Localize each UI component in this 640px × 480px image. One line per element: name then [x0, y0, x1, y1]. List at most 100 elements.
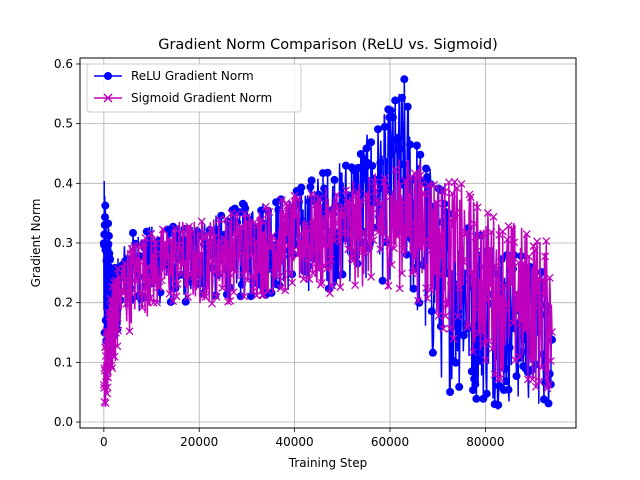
sigmoid-point [133, 275, 142, 284]
sigmoid-point [214, 215, 223, 224]
sigmoid-point [125, 327, 134, 336]
relu-point [399, 160, 408, 169]
sigmoid-point [295, 194, 303, 203]
sigmoid-point [472, 247, 481, 256]
sigmoid-point [522, 230, 531, 239]
sigmoid-point [266, 235, 275, 244]
y-tick-label: 0.5 [54, 117, 73, 131]
sigmoid-point [216, 268, 224, 277]
sigmoid-point [107, 361, 116, 370]
sigmoid-point [237, 223, 246, 232]
sigmoid-point [184, 293, 192, 301]
sigmoid-point [346, 230, 355, 239]
sigmoid-point [299, 275, 308, 284]
sigmoid-point [412, 239, 421, 248]
sigmoid-point [417, 180, 426, 189]
sigmoid-point [369, 236, 378, 245]
sigmoid-point [511, 356, 520, 365]
relu-point [387, 150, 396, 158]
sigmoid-point [448, 189, 457, 198]
sigmoid-point [126, 288, 135, 297]
sigmoid-point [260, 252, 269, 261]
sigmoid-point [353, 187, 362, 196]
sigmoid-point [398, 269, 406, 278]
relu-point [330, 175, 339, 184]
sigmoid-point [520, 326, 529, 335]
sigmoid-point [528, 375, 537, 384]
sigmoid-point [176, 246, 184, 255]
sigmoid-point [193, 268, 202, 277]
relu-point [101, 201, 110, 210]
sigmoid-point [392, 197, 401, 206]
sigmoid-point [195, 265, 204, 274]
sigmoid-point [230, 267, 239, 276]
relu-point [467, 367, 476, 376]
sigmoid-point [157, 276, 166, 285]
relu-point [104, 231, 113, 240]
sigmoid-point [479, 229, 488, 238]
sigmoid-point [156, 249, 165, 258]
sigmoid-point [370, 178, 379, 187]
x-tick-label: 40000 [276, 435, 314, 449]
relu-point [398, 93, 406, 102]
sigmoid-point [211, 267, 220, 276]
relu-point [475, 356, 484, 365]
sigmoid-point [438, 243, 447, 251]
sigmoid-point [246, 252, 255, 261]
relu-point [428, 348, 437, 357]
sigmoid-point [483, 209, 492, 217]
sigmoid-point [473, 203, 482, 212]
sigmoid-point [311, 246, 319, 255]
relu-point [101, 213, 109, 222]
sigmoid-point [240, 292, 249, 301]
sigmoid-point [113, 342, 122, 351]
sigmoid-point [232, 232, 241, 241]
sigmoid-point [519, 259, 528, 268]
sigmoid-point [114, 326, 123, 335]
relu-point [502, 377, 511, 386]
sigmoid-point [455, 283, 464, 292]
sigmoid-point [220, 234, 229, 243]
sigmoid-point [447, 216, 456, 225]
sigmoid-point [122, 299, 131, 308]
relu-point [106, 255, 114, 264]
sigmoid-point [110, 320, 119, 328]
sigmoid-point [401, 176, 410, 185]
sigmoid-point [518, 273, 527, 281]
sigmoid-point [357, 248, 366, 257]
legend-relu-label: ReLU Gradient Norm [131, 69, 254, 83]
sigmoid-point [344, 245, 353, 254]
sigmoid-point [383, 234, 392, 243]
sigmoid-point [440, 188, 449, 197]
sigmoid-point [416, 171, 425, 180]
sigmoid-point [482, 296, 491, 305]
relu-point [246, 292, 255, 301]
sigmoid-point [332, 190, 341, 199]
sigmoid-point [336, 283, 345, 292]
sigmoid-point [173, 280, 182, 288]
legend-sigmoid-label: Sigmoid Gradient Norm [131, 91, 272, 105]
sigmoid-point [454, 312, 463, 321]
sigmoid-point [164, 267, 173, 276]
sigmoid-point [139, 241, 148, 250]
sigmoid-point [340, 228, 349, 237]
sigmoid-point [177, 270, 186, 279]
chart-title: Gradient Norm Comparison (ReLU vs. Sigmo… [158, 37, 498, 53]
sigmoid-point [148, 279, 157, 288]
sigmoid-point [351, 281, 360, 290]
sigmoid-point [430, 180, 439, 189]
relu-point [512, 372, 521, 381]
sigmoid-point [261, 202, 270, 211]
sigmoid-point [451, 208, 460, 217]
x-tick-label: 0 [100, 435, 108, 449]
relu-point [394, 133, 403, 142]
relu-point [388, 113, 397, 122]
sigmoid-point [408, 269, 417, 278]
sigmoid-point [367, 272, 376, 281]
sigmoid-point [400, 245, 409, 254]
sigmoid-point [248, 272, 257, 281]
sigmoid-point [410, 169, 419, 178]
relu-point [482, 389, 491, 398]
sigmoid-point [548, 327, 556, 336]
sigmoid-point [380, 174, 389, 183]
